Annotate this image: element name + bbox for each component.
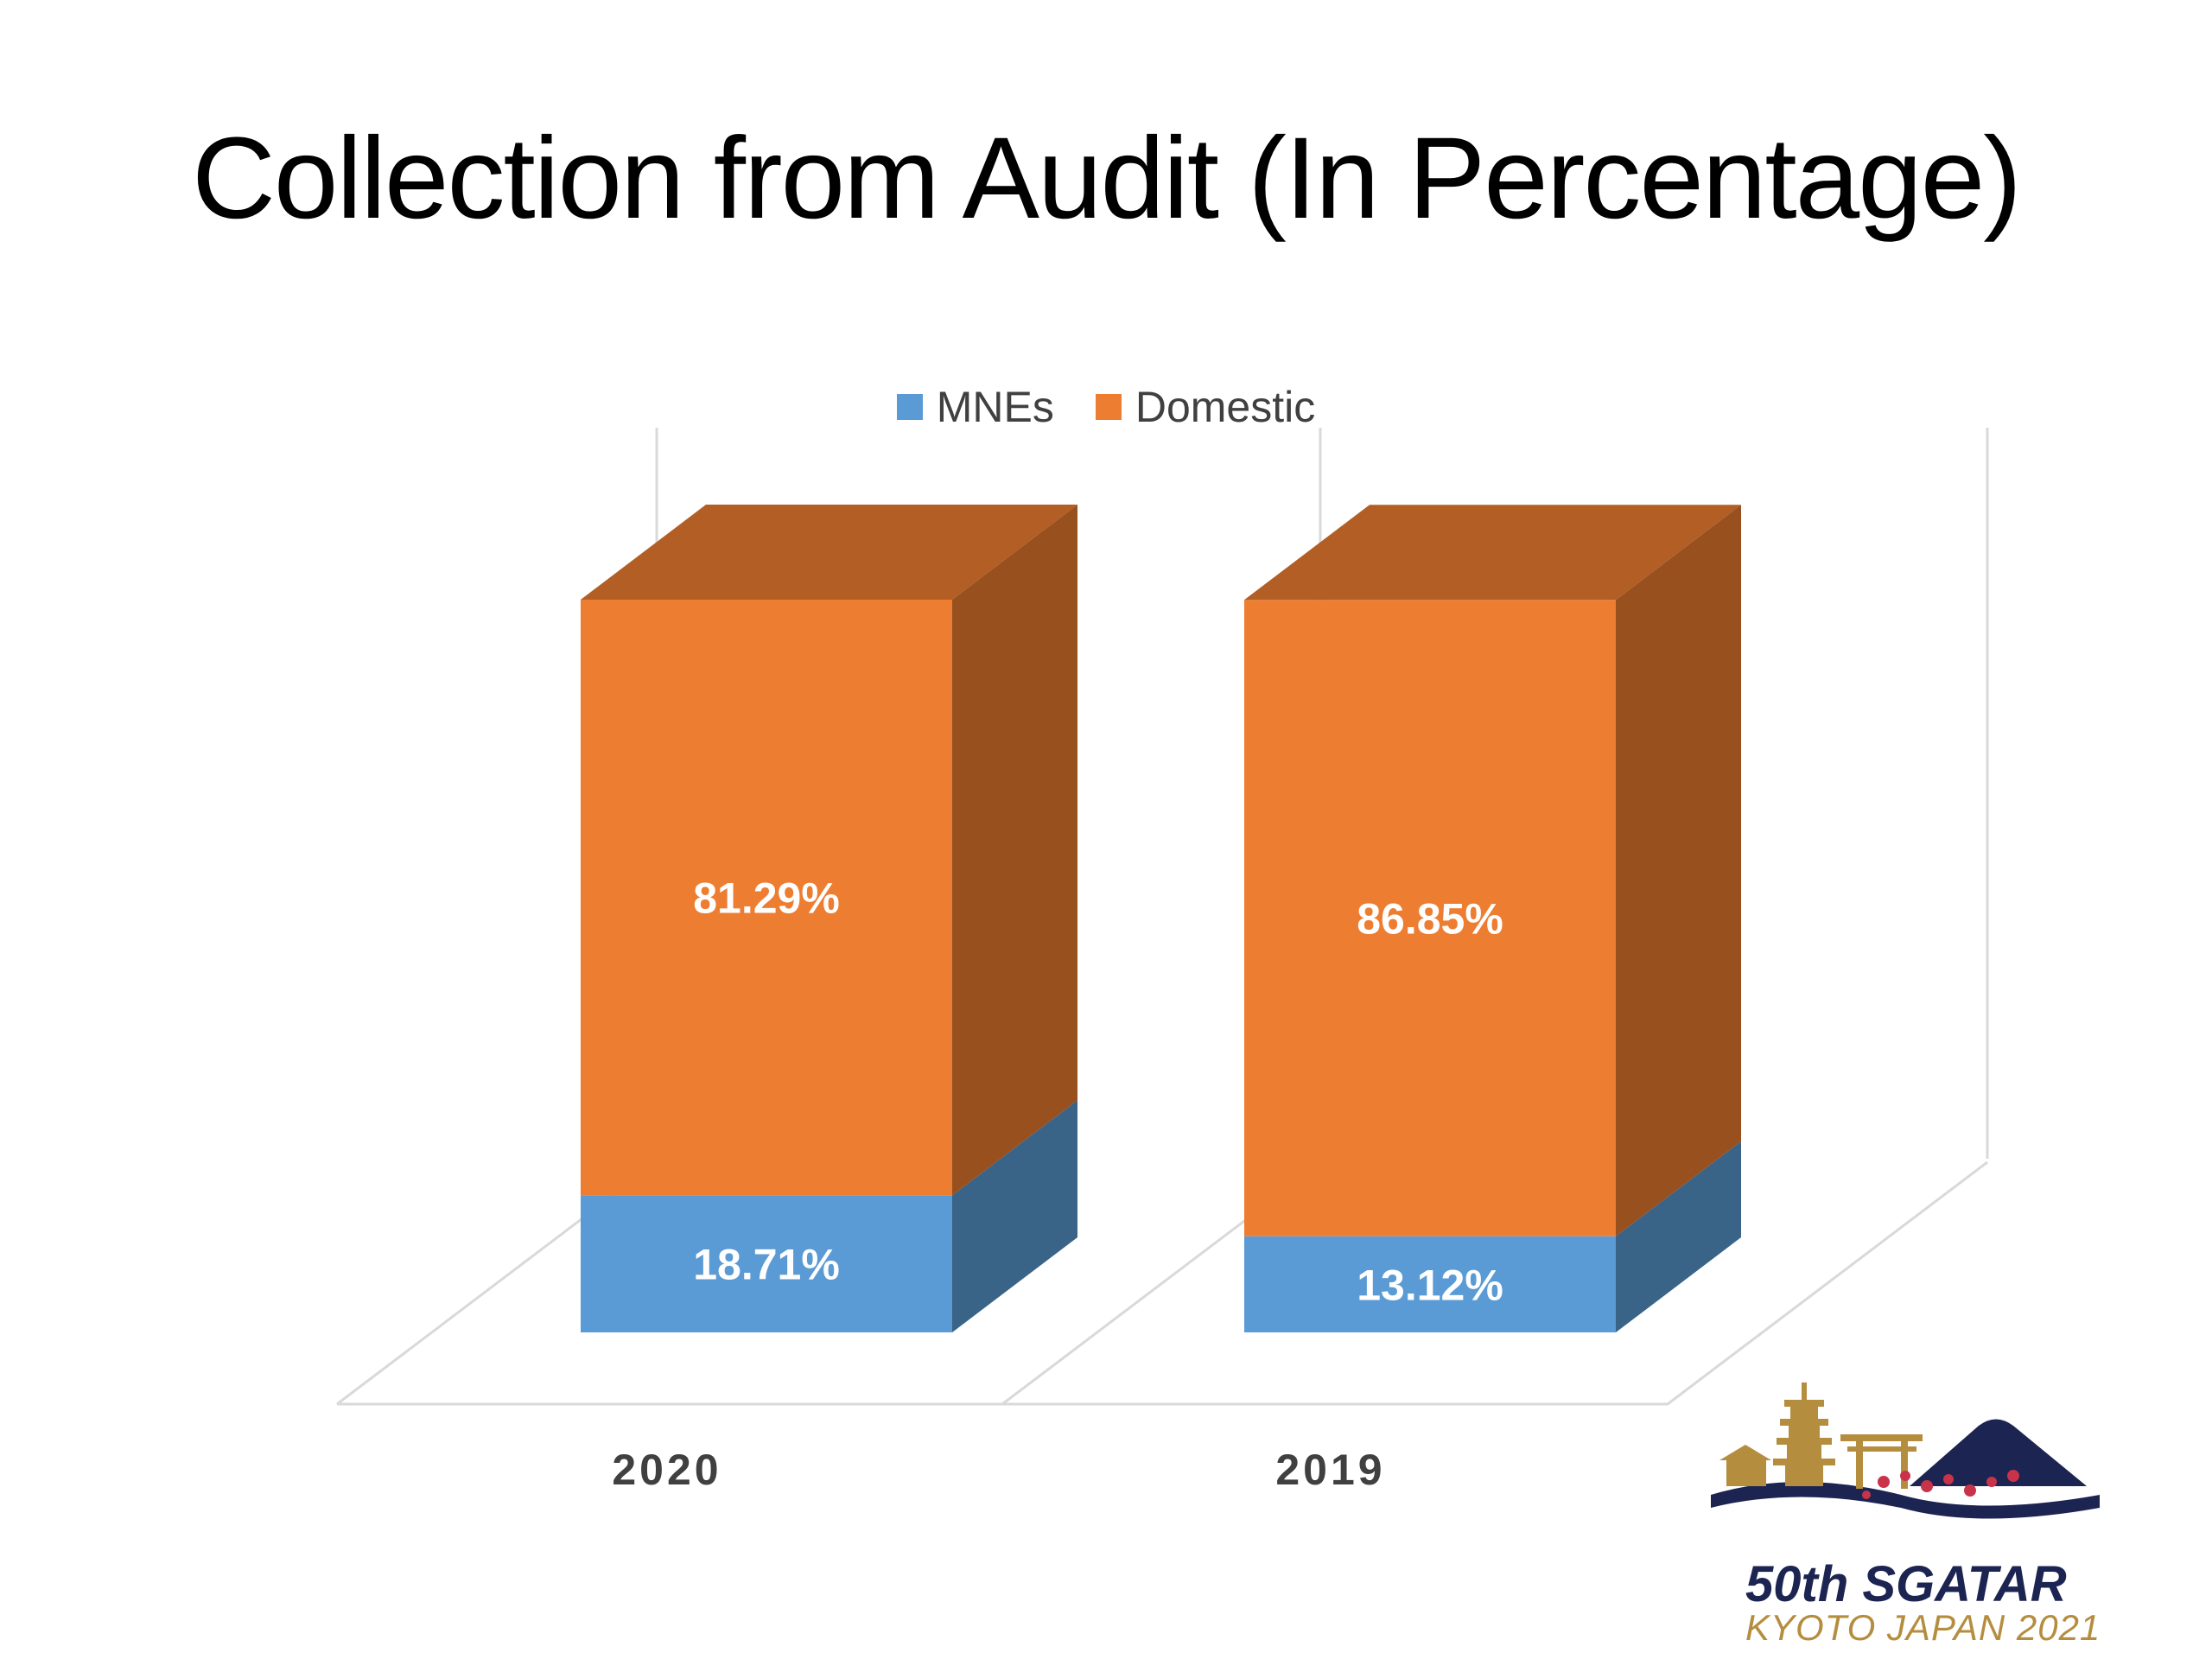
bar-domestic-2020-side [952,505,1077,1196]
logo-title: 50th SGATAR [1745,1556,2067,1612]
bar-domestic-2019-side [1616,505,1741,1236]
bar-mnes-2020-side [952,1100,1077,1332]
bar-mnes-2019-side [1616,1141,1741,1332]
chart-data-labels: 18.71% 81.29% 13.12% 86.85% [693,874,1503,1310]
legend-item-mnes: MNEs [896,382,1054,432]
legend-swatch-mnes [896,394,923,420]
data-label-mnes-2020: 18.71% [693,1241,840,1289]
slide-title: Collection from Audit (In Percentage) [192,114,2022,243]
legend-swatch-domestic [1095,394,1122,420]
logo-subtitle: KYOTO JAPAN 2021 [1745,1607,2101,1648]
category-label-2020: 2020 [612,1446,721,1494]
bar-domestic-2020-front [581,600,952,1196]
legend-label-domestic: Domestic [1135,383,1316,431]
bar-mnes-2020-front [581,1195,952,1332]
kyoto-skyline-emblem-icon [1711,1382,2100,1519]
data-label-domestic-2020: 81.29% [693,874,840,923]
data-label-domestic-2019: 86.85% [1357,894,1503,943]
chart-bars [581,505,1741,1332]
bar-domestic-2019-top [1244,505,1741,601]
bar-mnes-2019-front [1244,1236,1616,1332]
sgatar-logo: 50th SGATAR KYOTO JAPAN 2021 [1694,1365,2117,1650]
legend-item-domestic: Domestic [1095,382,1316,432]
legend-label-mnes: MNEs [936,383,1054,431]
chart-legend: MNEs Domestic [0,382,2212,432]
data-label-mnes-2019: 13.12% [1357,1261,1503,1309]
category-label-2019: 2019 [1275,1446,1385,1494]
chart-category-labels: 2020 2019 [612,1446,1385,1494]
bar-domestic-2020-top [581,505,1077,600]
bar-domestic-2019-front [1244,600,1616,1236]
